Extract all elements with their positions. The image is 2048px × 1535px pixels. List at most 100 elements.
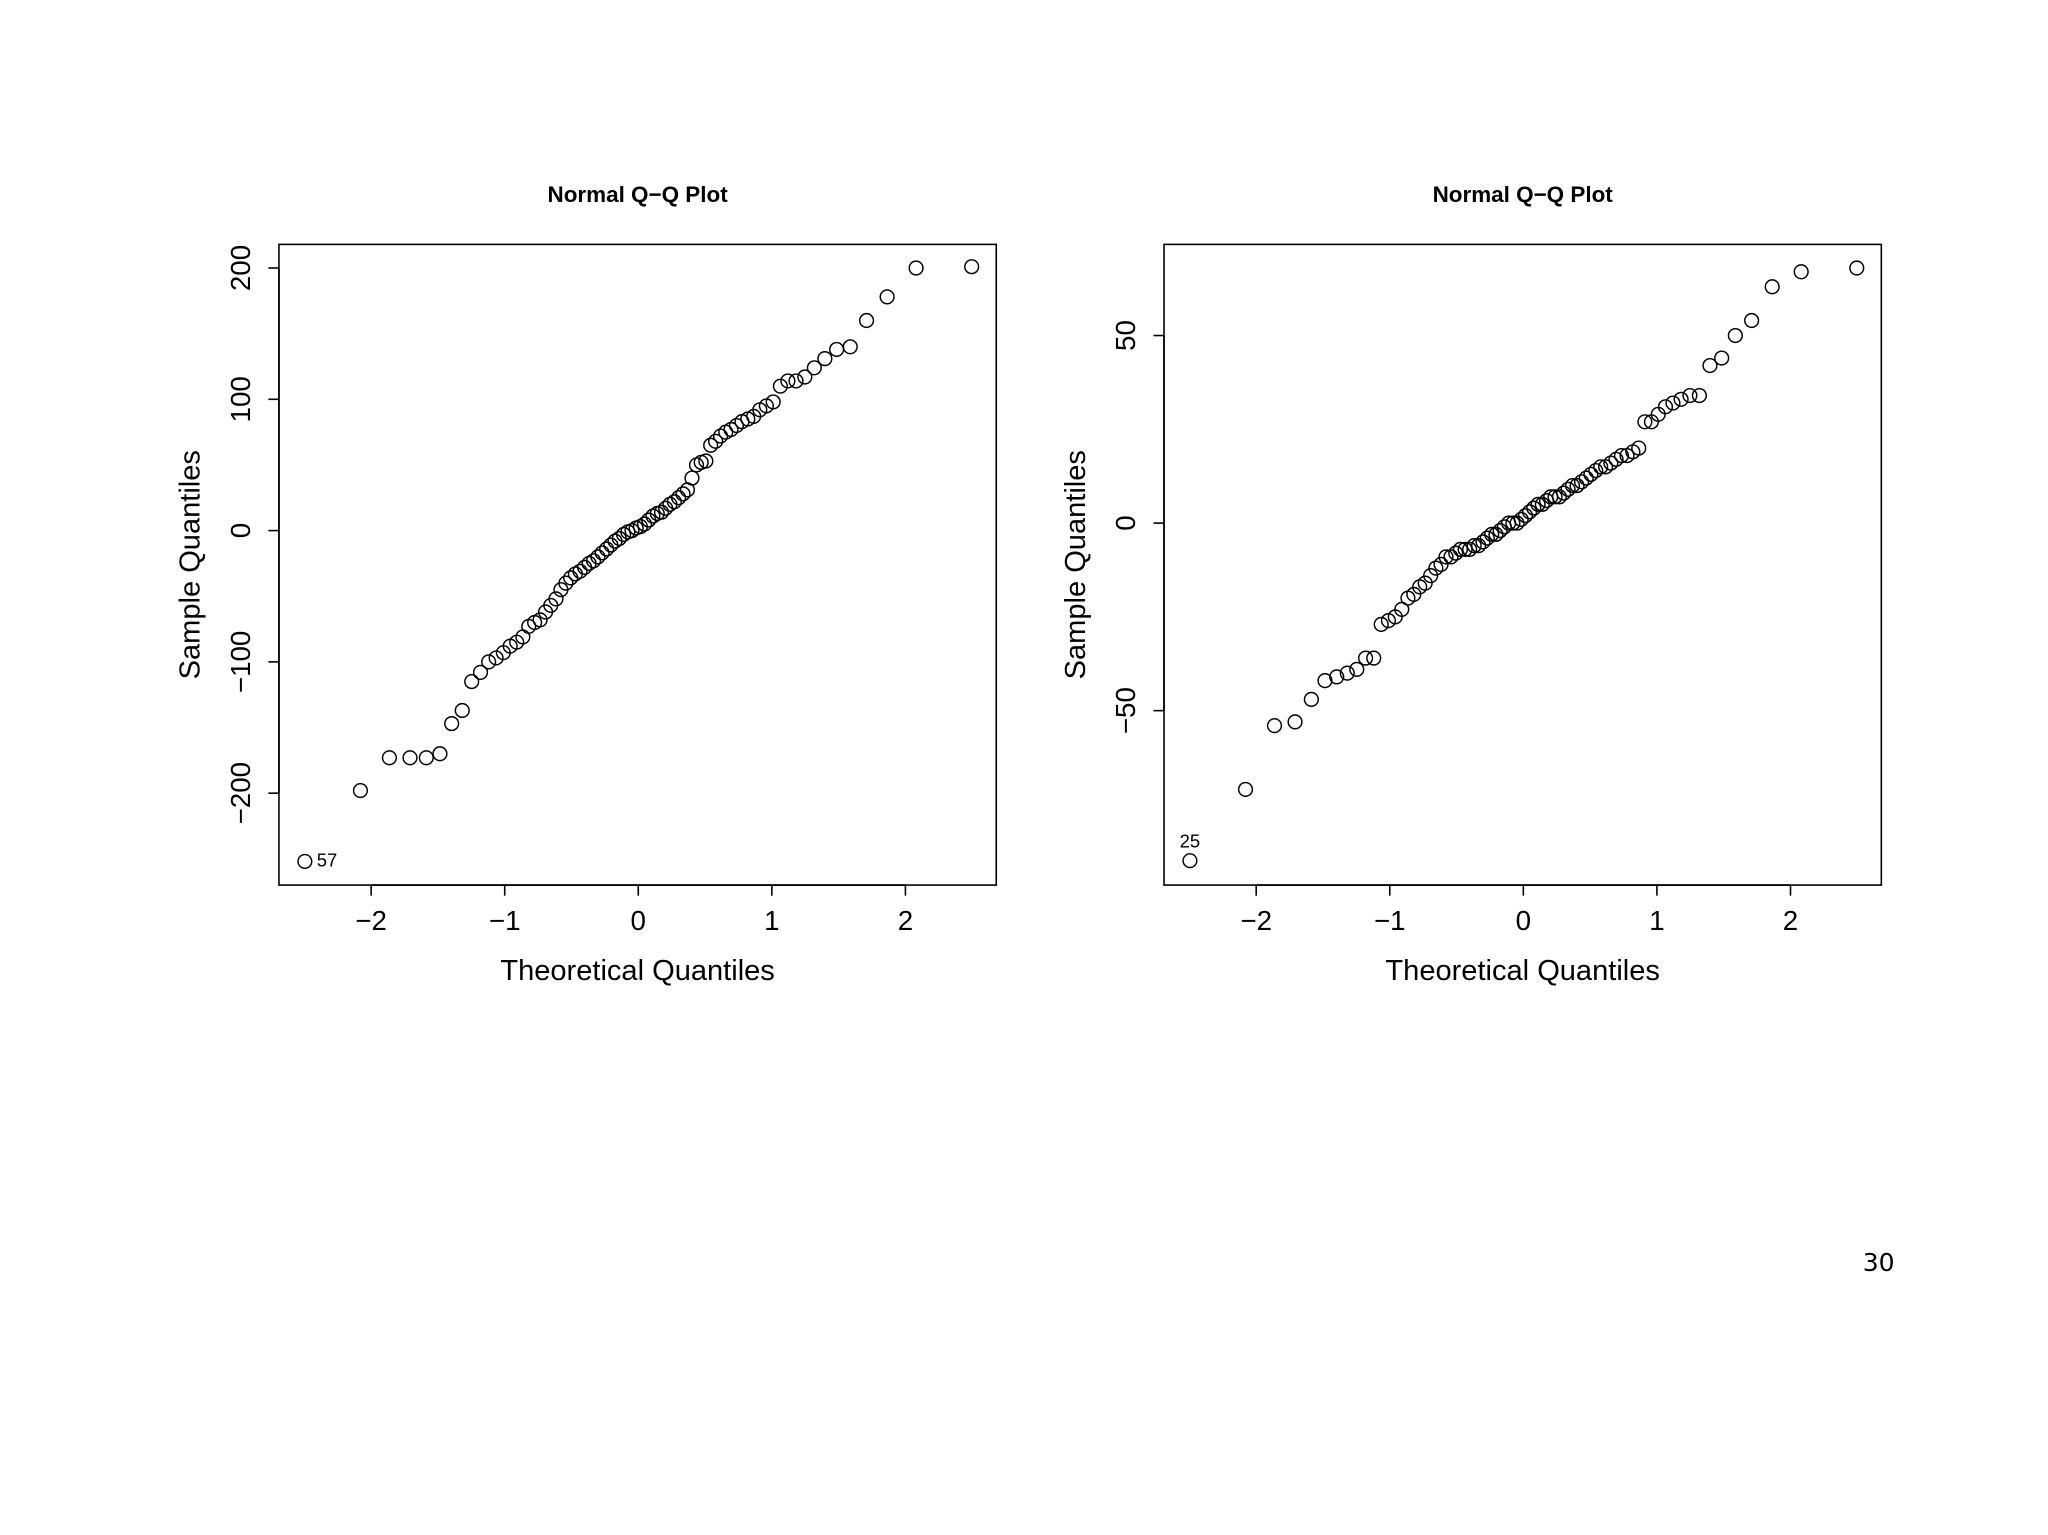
point — [624, 522, 640, 539]
point — [585, 553, 602, 569]
page-number: 30 — [1863, 1248, 1895, 1277]
point — [684, 470, 700, 486]
point — [1530, 496, 1546, 512]
point — [1551, 489, 1568, 505]
point — [418, 750, 434, 766]
point — [1727, 327, 1743, 344]
point — [675, 486, 691, 502]
point — [788, 373, 804, 389]
point — [1598, 459, 1614, 475]
point — [645, 508, 661, 524]
y-tick-label: 0 — [225, 523, 256, 538]
x-tick-label: 1 — [764, 905, 779, 936]
point — [1462, 541, 1478, 557]
point — [765, 394, 781, 410]
point — [572, 563, 588, 579]
point — [780, 373, 796, 389]
y-axis-label: Sample Quantiles — [175, 450, 207, 679]
point — [1569, 477, 1585, 494]
point — [594, 545, 610, 561]
point — [636, 516, 653, 532]
point — [1448, 545, 1464, 561]
point — [1665, 395, 1681, 411]
point — [1849, 260, 1865, 276]
point — [1793, 264, 1809, 280]
point — [1452, 541, 1469, 557]
x-tick-label: 2 — [898, 905, 913, 936]
x-tick-label: −2 — [355, 905, 387, 936]
point — [1657, 399, 1674, 415]
point — [297, 853, 313, 870]
point — [1526, 500, 1542, 516]
point — [1488, 526, 1504, 542]
point — [879, 289, 895, 305]
point — [1505, 515, 1521, 531]
point — [1578, 470, 1594, 486]
point — [1534, 496, 1550, 512]
point — [1556, 485, 1572, 501]
point — [1691, 387, 1707, 404]
point — [703, 437, 719, 453]
point — [1573, 474, 1590, 490]
point — [653, 504, 670, 520]
chart-title: Normal Q−Q Plot — [548, 182, 729, 207]
point — [1588, 462, 1604, 479]
x-tick-label: 2 — [1783, 905, 1798, 936]
point — [858, 312, 875, 329]
point — [1744, 312, 1760, 329]
point — [1457, 541, 1473, 557]
point — [1560, 481, 1576, 497]
point — [666, 494, 682, 510]
point — [1443, 549, 1459, 565]
point — [381, 750, 398, 766]
point — [806, 360, 822, 376]
x-axis-label: Theoretical Quantiles — [1385, 955, 1659, 987]
point — [1613, 447, 1630, 464]
point — [548, 591, 564, 607]
point — [1428, 560, 1444, 576]
x-tick-label: −1 — [1374, 905, 1406, 936]
annotation: 57 — [317, 850, 338, 871]
point — [1471, 538, 1487, 554]
point — [1339, 665, 1355, 681]
point — [352, 782, 369, 799]
point — [1702, 357, 1718, 374]
y-tick-label: 50 — [1110, 320, 1141, 351]
point — [772, 378, 788, 394]
point — [797, 369, 813, 385]
point — [1583, 466, 1599, 482]
point — [908, 260, 924, 276]
point — [1593, 459, 1609, 475]
point — [1329, 669, 1345, 685]
point — [1509, 515, 1525, 531]
point — [1513, 511, 1529, 527]
point — [1287, 714, 1303, 730]
point — [1682, 387, 1698, 404]
annotation: 25 — [1180, 830, 1201, 851]
point — [432, 746, 448, 762]
x-tick-label: 0 — [1516, 905, 1531, 936]
point — [1266, 718, 1283, 734]
point — [481, 654, 497, 670]
point — [698, 453, 714, 469]
point — [1349, 661, 1365, 677]
point — [464, 673, 480, 690]
x-tick-label: 0 — [631, 905, 646, 936]
point — [532, 612, 548, 628]
point — [1479, 530, 1495, 546]
point — [590, 549, 606, 565]
point — [402, 750, 418, 766]
point — [1366, 650, 1382, 666]
point — [1631, 440, 1647, 456]
point — [1466, 538, 1482, 554]
point — [1603, 455, 1619, 471]
x-tick-label: −2 — [1240, 905, 1272, 936]
point — [1492, 522, 1508, 539]
x-tick-label: −1 — [489, 905, 521, 936]
y-tick-label: −100 — [225, 631, 256, 693]
point — [454, 702, 470, 719]
point — [1417, 575, 1433, 591]
point — [1547, 489, 1563, 505]
